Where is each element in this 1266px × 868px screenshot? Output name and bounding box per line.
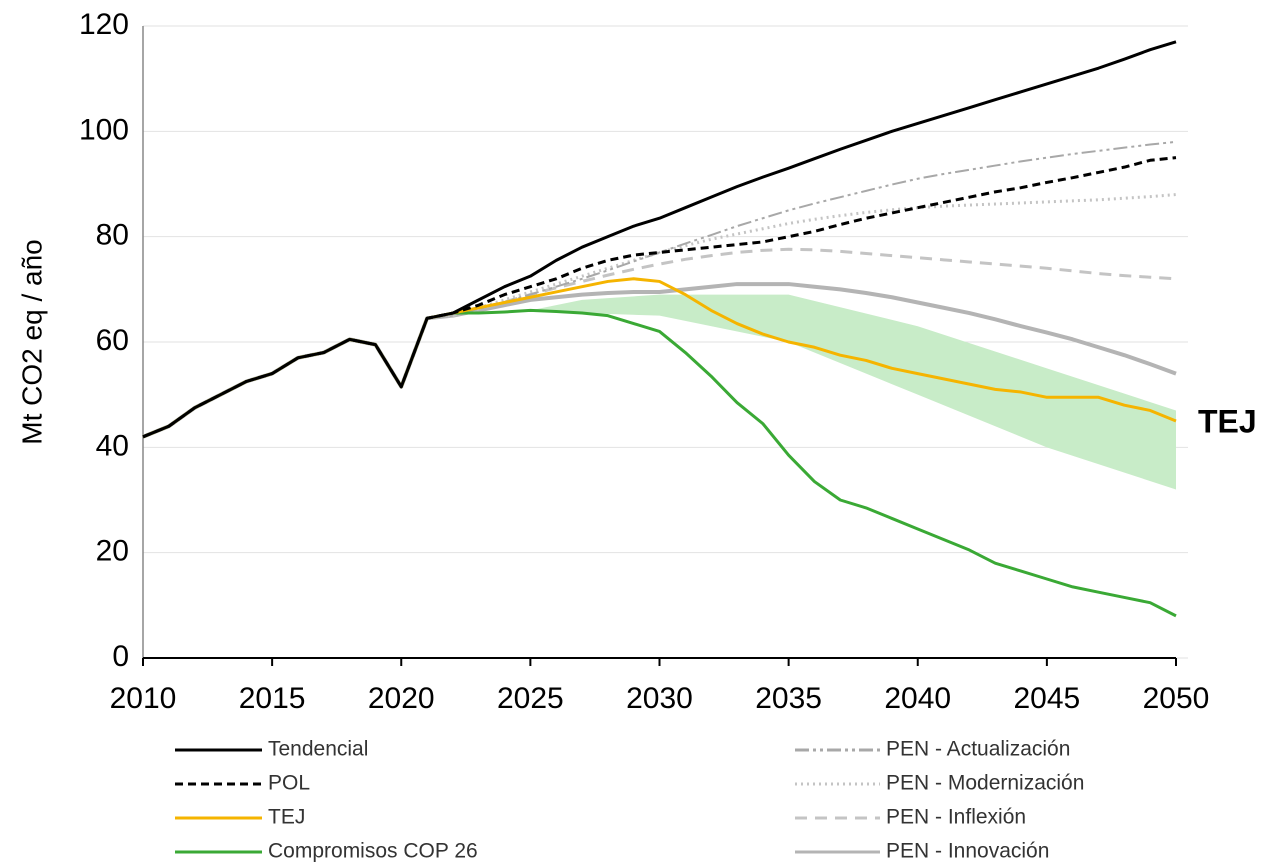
y-tick-label: 60 [96,324,129,357]
y-tick-label: 0 [112,640,129,673]
x-tick-label: 2025 [497,682,564,715]
legend-label: TEJ [268,806,305,829]
x-tick-label: 2050 [1143,682,1210,715]
series-line [142,247,1177,439]
y-tick-label: 20 [96,535,129,568]
legend-label: PEN - Actualización [886,738,1070,761]
y-tick-label: 100 [79,113,129,146]
legend-label: Compromisos COP 26 [268,840,478,863]
legend-label: PEN - Innovación [886,840,1049,863]
annotation: TEJ [1198,403,1257,439]
y-tick-label: 120 [79,8,129,41]
y-axis-label: Mt CO2 eq / año [16,239,47,444]
x-tick-label: 2015 [239,682,306,715]
x-tick-label: 2020 [368,682,435,715]
x-tick-label: 2045 [1014,682,1081,715]
x-tick-label: 2035 [755,682,822,715]
y-tick-label: 40 [96,429,129,462]
series-line [142,40,1177,439]
y-tick-label: 80 [96,219,129,252]
x-tick-label: 2030 [626,682,693,715]
legend-label: PEN - Modernización [886,772,1084,795]
x-tick-label: 2010 [110,682,177,715]
legend-label: Tendencial [268,738,368,761]
x-tick-label: 2040 [884,682,951,715]
legend-label: PEN - Inflexión [886,806,1026,829]
range-band [530,294,1176,490]
legend-label: POL [268,772,310,795]
